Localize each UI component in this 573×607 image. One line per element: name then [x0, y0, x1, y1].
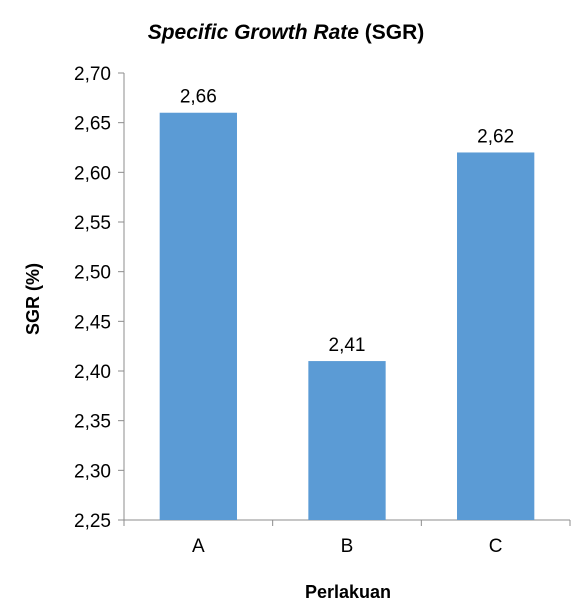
y-tick-label: 2,65: [74, 114, 111, 135]
chart-title: Specific Growth Rate (SGR): [148, 21, 425, 44]
data-label-c: 2,62: [477, 126, 514, 147]
y-tick-label: 2,40: [74, 362, 111, 383]
plot-area: 2,25 2,30 2,35 2,40 2,45 2,50 2,55 2,60 2,65 2,70…: [74, 64, 570, 557]
bar-c: [457, 152, 534, 520]
y-tick-label: 2,55: [74, 213, 111, 234]
y-tick-label: 2,30: [74, 461, 111, 482]
y-axis-title: SGR (%): [23, 263, 43, 335]
data-label-a: 2,66: [180, 87, 217, 108]
x-axis-title: Perlakuan: [305, 582, 391, 602]
y-tick-label: 2,35: [74, 412, 111, 433]
y-tick-label: 2,25: [74, 511, 111, 532]
x-tick-label-a: A: [192, 536, 205, 557]
x-tick-label-c: C: [489, 536, 503, 557]
data-label-b: 2,41: [329, 335, 366, 356]
y-tick-label: 2,50: [74, 263, 111, 284]
y-tick-label: 2,45: [74, 312, 111, 333]
chart-title-italic: Specific Growth Rate: [148, 21, 360, 44]
y-tick-label: 2,60: [74, 163, 111, 184]
bar-a: [160, 113, 237, 520]
bar-b: [308, 361, 385, 520]
y-tick-label: 2,70: [74, 64, 111, 85]
chart-title-rest: (SGR): [359, 21, 424, 44]
x-tick-label-b: B: [341, 536, 354, 557]
